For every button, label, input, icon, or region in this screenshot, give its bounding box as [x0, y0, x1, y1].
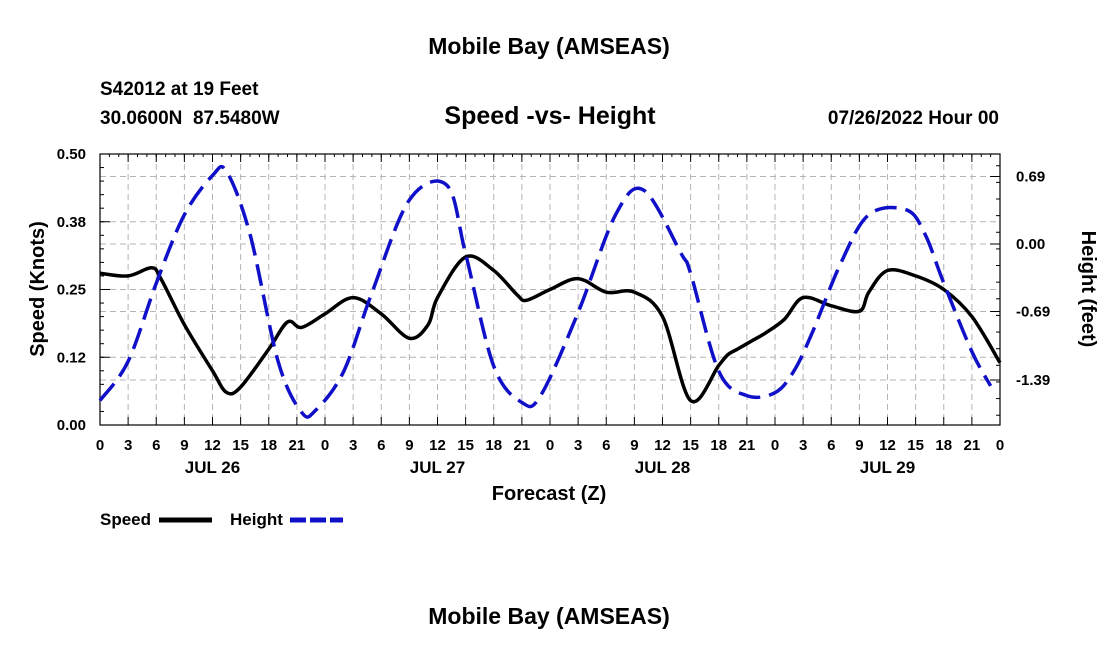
- x-tick-label: 9: [405, 437, 413, 454]
- y-left-tick-label: 0.38: [57, 214, 86, 231]
- x-tick-label: 3: [574, 437, 582, 454]
- day-label: JUL 29: [860, 458, 915, 477]
- x-tick-label: 12: [204, 437, 221, 454]
- x-tick-label: 9: [630, 437, 638, 454]
- station-coords: 30.0600N 87.5480W: [100, 108, 280, 129]
- x-tick-label: 15: [907, 437, 924, 454]
- x-tick-label: 15: [457, 437, 474, 454]
- x-tick-label: 9: [180, 437, 188, 454]
- x-tick-label: 0: [546, 437, 554, 454]
- x-tick-label: 18: [935, 437, 952, 454]
- x-tick-label: 0: [996, 437, 1004, 454]
- y-right-tick-label: -1.39: [1016, 372, 1050, 389]
- x-tick-label: 6: [377, 437, 385, 454]
- x-axis-label: Forecast (Z): [492, 483, 606, 505]
- x-tick-label: 3: [799, 437, 807, 454]
- y-right-tick-label: 0.00: [1016, 236, 1045, 253]
- x-tick-label: 3: [124, 437, 132, 454]
- station-id: S42012 at 19 Feet: [100, 79, 259, 100]
- chart-title: Speed -vs- Height: [444, 102, 656, 130]
- x-tick-label: 15: [232, 437, 249, 454]
- x-tick-label: 18: [710, 437, 727, 454]
- y-axis-right-label: Height (feet): [1077, 231, 1099, 348]
- y-right-tick-label: 0.69: [1016, 169, 1045, 186]
- x-tick-label: 6: [602, 437, 610, 454]
- series-line-speed: [99, 254, 1002, 404]
- x-tick-label: 21: [964, 437, 981, 454]
- footer-title: Mobile Bay (AMSEAS): [428, 603, 670, 629]
- legend: Speed Height: [100, 510, 343, 529]
- axes: 0 3 6 9 12 15 18 21 0 3 6 9 12 15 18 21 0 3 6 9 12 15 18 21 0 3 6 9…: [57, 146, 1050, 477]
- x-tick-label: 0: [771, 437, 779, 454]
- day-label: JUL 28: [635, 458, 690, 477]
- x-tick-label: 12: [879, 437, 896, 454]
- y-left-tick-label: 0.00: [57, 417, 86, 434]
- x-tick-label: 0: [96, 437, 104, 454]
- day-label: JUL 26: [185, 458, 240, 477]
- x-tick-label: 3: [349, 437, 357, 454]
- x-tick-label: 21: [739, 437, 756, 454]
- x-tick-label: 12: [654, 437, 671, 454]
- run-time: 07/26/2022 Hour 00: [828, 108, 999, 129]
- y-left-tick-label: 0.25: [57, 282, 86, 299]
- legend-height-label: Height: [230, 510, 283, 529]
- x-tick-label: 18: [485, 437, 502, 454]
- y-axis-left-label: Speed (Knots): [27, 221, 49, 357]
- grid: [100, 154, 1000, 425]
- y-left-tick-label: 0.50: [57, 146, 86, 163]
- y-left-tick-label: 0.12: [57, 349, 86, 366]
- series-layer: [98, 164, 1002, 419]
- x-tick-label: 6: [827, 437, 835, 454]
- y-right-tick-label: -0.69: [1016, 304, 1050, 321]
- x-tick-label: 21: [514, 437, 531, 454]
- legend-speed-label: Speed: [100, 510, 151, 529]
- x-tick-label: 21: [289, 437, 306, 454]
- x-tick-label: 18: [260, 437, 277, 454]
- day-label: JUL 27: [410, 458, 465, 477]
- series-line-height: [98, 164, 993, 419]
- page-title: Mobile Bay (AMSEAS): [428, 33, 670, 59]
- x-tick-label: 12: [429, 437, 446, 454]
- x-tick-label: 6: [152, 437, 160, 454]
- x-tick-label: 15: [682, 437, 699, 454]
- x-tick-label: 9: [855, 437, 863, 454]
- x-tick-label: 0: [321, 437, 329, 454]
